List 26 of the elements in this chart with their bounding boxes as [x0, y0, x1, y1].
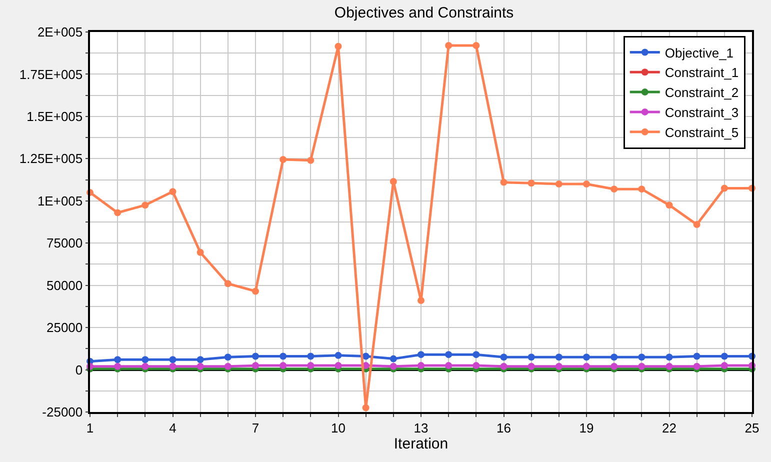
x-tick-label: 16 [496, 420, 511, 436]
y-tick-label: 0 [75, 362, 83, 378]
legend-label: Constraint_5 [664, 124, 739, 140]
legend-label: Constraint_3 [664, 105, 739, 120]
x-tick-label: 10 [331, 420, 346, 436]
y-tick-label: 75000 [46, 236, 83, 251]
x-tick-label: 25 [744, 420, 760, 436]
legend-label: Constraint_2 [664, 85, 739, 100]
x-tick-label: 13 [414, 420, 428, 436]
x-tick-label: 22 [662, 420, 676, 436]
x-tick-label: 7 [252, 420, 260, 436]
legend-label: Objective_1 [664, 45, 734, 60]
y-tick-label: 50000 [46, 278, 83, 293]
y-tick-label: 1E+005 [37, 193, 83, 208]
x-tick-label: 1 [86, 420, 94, 436]
y-tick-label: 1.25E+005 [19, 151, 83, 166]
y-tick-label: -25000 [42, 404, 83, 420]
x-tick-label: 19 [579, 420, 594, 436]
x-axis-title: Iteration [394, 435, 448, 452]
legend-label: Constraint_1 [664, 65, 739, 80]
y-tick-label: 1.75E+005 [19, 66, 83, 82]
y-tick-label: 2E+005 [37, 24, 83, 40]
y-tick-label: 1.5E+005 [26, 108, 83, 124]
y-tick-label: 25000 [46, 320, 83, 336]
chart-title: Objectives and Constraints [334, 4, 514, 22]
x-tick-label: 4 [169, 420, 176, 436]
